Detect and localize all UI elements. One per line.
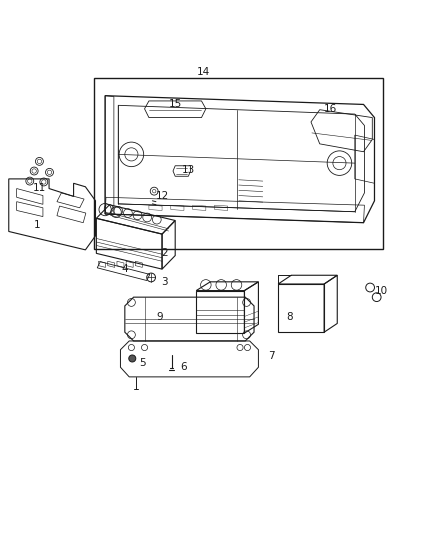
Text: 12: 12 — [155, 191, 169, 201]
Circle shape — [129, 355, 136, 362]
Text: 16: 16 — [324, 104, 337, 114]
Text: 15: 15 — [169, 100, 182, 109]
Text: 5: 5 — [139, 358, 146, 368]
Bar — [94, 78, 383, 249]
Text: 13: 13 — [182, 165, 195, 175]
Text: 11: 11 — [33, 183, 46, 192]
Text: 7: 7 — [268, 351, 275, 361]
Text: 6: 6 — [180, 362, 187, 372]
Text: 8: 8 — [286, 312, 293, 322]
Text: 3: 3 — [161, 277, 168, 287]
Text: 2: 2 — [161, 248, 168, 259]
Text: 4: 4 — [121, 264, 128, 273]
Text: 14: 14 — [197, 67, 210, 77]
Text: 1: 1 — [34, 220, 41, 230]
Text: 9: 9 — [156, 312, 163, 322]
Text: 10: 10 — [374, 286, 388, 296]
